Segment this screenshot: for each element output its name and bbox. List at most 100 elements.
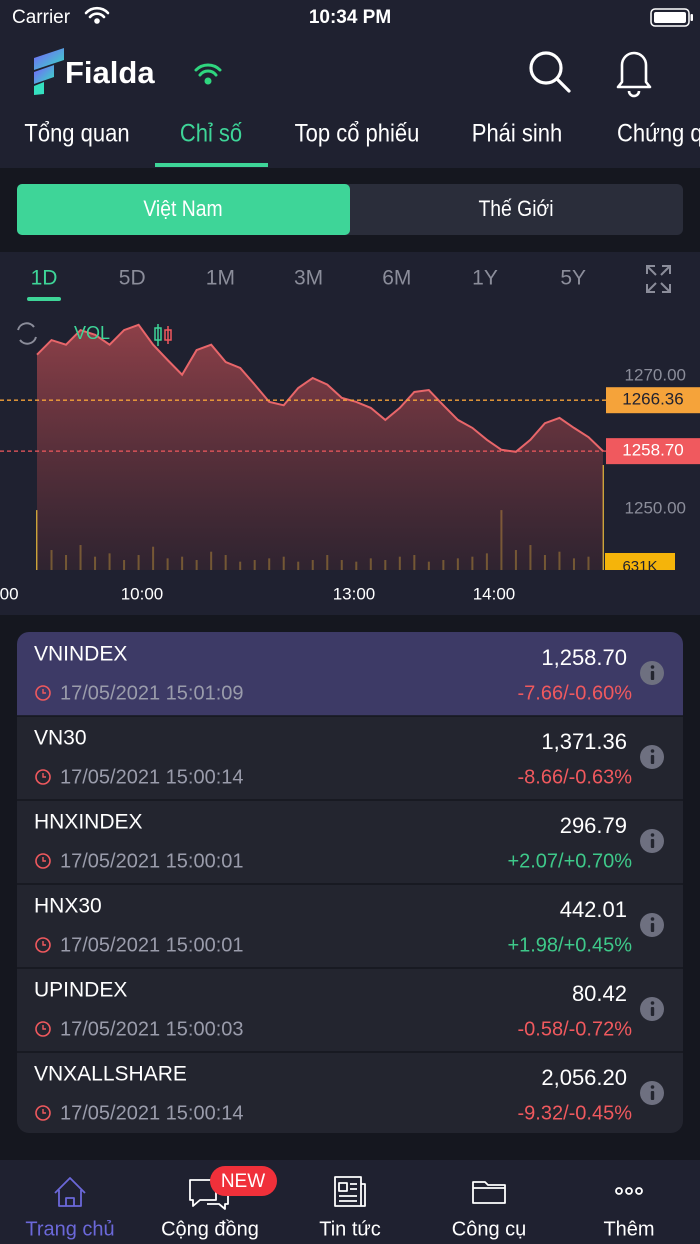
info-dot: [650, 665, 655, 669]
tab[interactable]: Chứng quyền: [617, 119, 700, 147]
info-dot: [650, 833, 655, 837]
price-area: [37, 324, 603, 570]
toggle-active: [17, 184, 350, 235]
info-bar: [650, 1091, 655, 1100]
clock-hand: [42, 941, 46, 946]
refresh-button[interactable]: [17, 322, 37, 345]
index-price: 1,258.70: [541, 645, 627, 670]
index-row[interactable]: [17, 632, 683, 716]
nav-label[interactable]: Trang chủ: [25, 1218, 114, 1240]
clock-icon: [35, 937, 51, 953]
index-row[interactable]: [17, 884, 683, 968]
index-name: HNX30: [34, 895, 102, 918]
search-button[interactable]: [529, 51, 571, 93]
index-price: 2,056.20: [541, 1065, 627, 1090]
index-time: 17/05/2021 15:00:03: [60, 1018, 244, 1040]
nav-icon-shape: [54, 1177, 86, 1207]
info-dot: [650, 1001, 655, 1005]
info-dot: [650, 917, 655, 921]
nav-icon[interactable]: [334, 1176, 366, 1207]
volume-badge: [605, 553, 675, 570]
nav-label[interactable]: Thêm: [603, 1218, 654, 1240]
index-list: [17, 632, 683, 1136]
period-indicator: [27, 297, 61, 301]
y-tick-label: 1270.00: [625, 365, 686, 384]
clock-icon: [35, 685, 51, 701]
x-tick-label: 14:00: [473, 584, 516, 603]
index-price: 442.01: [560, 897, 627, 922]
toggle-option[interactable]: Thế Giới: [478, 197, 553, 221]
volume-label: 631K: [622, 558, 657, 575]
fullscreen-button[interactable]: [646, 265, 671, 293]
nav-icon-dot: [635, 1187, 643, 1195]
info-dot: [650, 1085, 655, 1089]
index-change: -7.66/-0.60%: [517, 682, 632, 704]
clock-hand: [42, 1025, 46, 1030]
tab[interactable]: Chỉ số: [180, 119, 242, 147]
index-time: 17/05/2021 15:00:01: [60, 934, 244, 956]
logo-icon: [34, 48, 64, 95]
nav-icon-shape: [334, 1176, 366, 1207]
index-time: 17/05/2021 15:00:14: [60, 766, 244, 788]
nav-label[interactable]: Cộng đồng: [161, 1218, 259, 1240]
clock-hand: [42, 857, 46, 862]
index-time: 17/05/2021 15:01:09: [60, 682, 244, 704]
nav-icon[interactable]: [472, 1181, 506, 1204]
clock-icon: [35, 853, 51, 869]
info-bar: [650, 755, 655, 764]
info-bar: [650, 839, 655, 848]
index-change: -0.58/-0.72%: [517, 1018, 632, 1040]
clock: 10:34 PM: [309, 7, 391, 28]
toggle-option[interactable]: Việt Nam: [143, 197, 222, 221]
last-badge: [606, 438, 700, 465]
x-tick-label: 9:00: [0, 584, 19, 603]
period-option[interactable]: 6M: [382, 267, 411, 290]
period-option[interactable]: 5D: [119, 267, 146, 290]
tab[interactable]: Phái sinh: [472, 119, 562, 147]
tab[interactable]: Top cổ phiếu: [295, 119, 420, 147]
carrier: Carrier: [12, 7, 71, 28]
nav-icon-shape: [472, 1181, 506, 1204]
x-tick-label: 13:00: [333, 584, 376, 603]
index-change: +2.07/+0.70%: [507, 850, 632, 872]
tab[interactable]: Tổng quan: [24, 119, 129, 147]
index-row[interactable]: [17, 968, 683, 1052]
period-option[interactable]: 3M: [294, 267, 323, 290]
index-row[interactable]: [17, 800, 683, 884]
header-bg: [0, 0, 700, 168]
wifi-status-icon: [84, 6, 110, 24]
nav-icon-dot: [625, 1187, 633, 1195]
index-price: 1,371.36: [541, 729, 627, 754]
clock-hand: [42, 1109, 46, 1114]
clock-icon: [35, 1105, 51, 1121]
index-name: UPINDEX: [34, 979, 127, 1002]
logo-text: Fialda: [65, 55, 155, 90]
info-bar: [650, 923, 655, 932]
notification-button[interactable]: [616, 51, 652, 98]
nav-icon[interactable]: [54, 1177, 86, 1207]
nav-bg: [0, 1160, 700, 1244]
period-option[interactable]: 1D: [31, 267, 58, 290]
new-badge: [210, 1166, 277, 1196]
index-name: VNXALLSHARE: [34, 1063, 187, 1086]
battery-icon: [650, 8, 693, 27]
period-option[interactable]: 1Y: [472, 267, 498, 290]
candle-button[interactable]: [154, 324, 172, 346]
new-badge-label: NEW: [221, 1171, 265, 1192]
index-change: -9.32/-0.45%: [517, 1102, 632, 1124]
nav-label[interactable]: Công cụ: [452, 1218, 527, 1240]
index-name: VN30: [34, 727, 87, 750]
nav-icon-dot: [615, 1187, 623, 1195]
index-time: 17/05/2021 15:00:01: [60, 850, 244, 872]
nav-icon[interactable]: [615, 1187, 643, 1195]
volume-toggle[interactable]: VOL: [74, 323, 110, 343]
period-option[interactable]: 1M: [206, 267, 235, 290]
tab-indicator: [155, 163, 268, 167]
index-row[interactable]: [17, 716, 683, 800]
period-option[interactable]: 5Y: [560, 267, 586, 290]
clock-icon: [35, 769, 51, 785]
index-row[interactable]: [17, 1052, 683, 1136]
nav-label[interactable]: Tin tức: [319, 1218, 381, 1240]
